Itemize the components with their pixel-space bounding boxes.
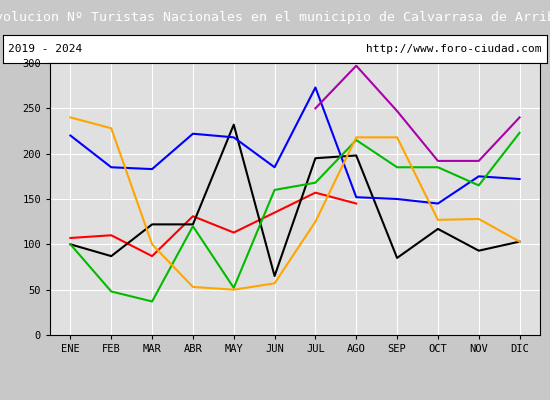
Text: 2019 - 2024: 2019 - 2024 xyxy=(8,44,82,54)
Text: Evolucion Nº Turistas Nacionales en el municipio de Calvarrasa de Arriba: Evolucion Nº Turistas Nacionales en el m… xyxy=(0,11,550,24)
Text: http://www.foro-ciudad.com: http://www.foro-ciudad.com xyxy=(366,44,542,54)
